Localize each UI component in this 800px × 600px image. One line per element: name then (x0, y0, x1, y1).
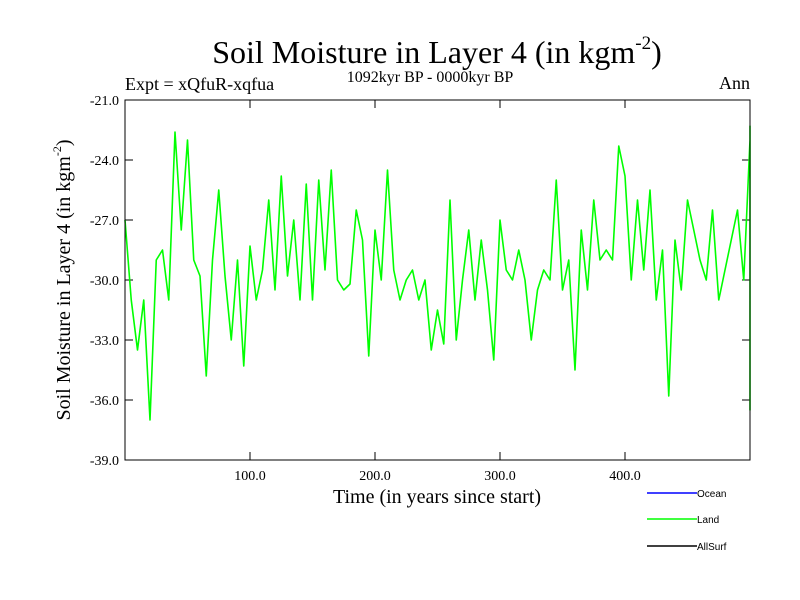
x-tick-label: 200.0 (359, 469, 391, 484)
y-tick-label: -27.0 (90, 214, 119, 229)
series-line-land (124, 125, 751, 421)
x-axis-label: Time (in years since start) (333, 486, 541, 508)
y-tick-label: -39.0 (90, 454, 119, 469)
y-tick-label: -36.0 (90, 394, 119, 409)
y-axis-label-main: Soil Moisture in Layer 4 (in kgm (53, 156, 75, 421)
legend: Ocean Land AllSurf (647, 489, 727, 553)
chart-title: Soil Moisture in Layer 4 (in kgm-2) (212, 33, 662, 70)
y-axis-label-close: ) (53, 139, 75, 146)
y-axis-ticks: -21.0 -24.0 -27.0 -30.0 -33.0 -36.0 -39.0 (90, 94, 750, 469)
y-tick-label: -24.0 (90, 154, 119, 169)
x-tick-label: 100.0 (234, 469, 266, 484)
experiment-label: Expt = xQfuR-xqfua (125, 74, 274, 94)
legend-label-ocean: Ocean (697, 489, 726, 500)
x-tick-label: 300.0 (484, 469, 516, 484)
chart-title-superscript: -2 (635, 33, 651, 54)
y-tick-label: -21.0 (90, 94, 119, 109)
x-axis-ticks: 100.0 200.0 300.0 400.0 (234, 100, 641, 484)
period-label: Ann (719, 73, 750, 93)
legend-label-allsurf: AllSurf (697, 542, 727, 553)
series-layer (124, 125, 751, 421)
y-axis-label-superscript: -2 (50, 146, 64, 156)
legend-label-land: Land (697, 515, 719, 526)
chart-title-main: Soil Moisture in Layer 4 (in kgm (212, 34, 635, 70)
plot-frame (124, 99, 751, 461)
y-tick-label: -30.0 (90, 274, 119, 289)
y-tick-label: -33.0 (90, 334, 119, 349)
chart-title-close: ) (651, 34, 662, 70)
y-axis-label: Soil Moisture in Layer 4 (in kgm-2) (50, 139, 75, 420)
chart-subtitle: 1092kyr BP - 0000kyr BP (347, 69, 514, 86)
x-tick-label: 400.0 (609, 469, 641, 484)
